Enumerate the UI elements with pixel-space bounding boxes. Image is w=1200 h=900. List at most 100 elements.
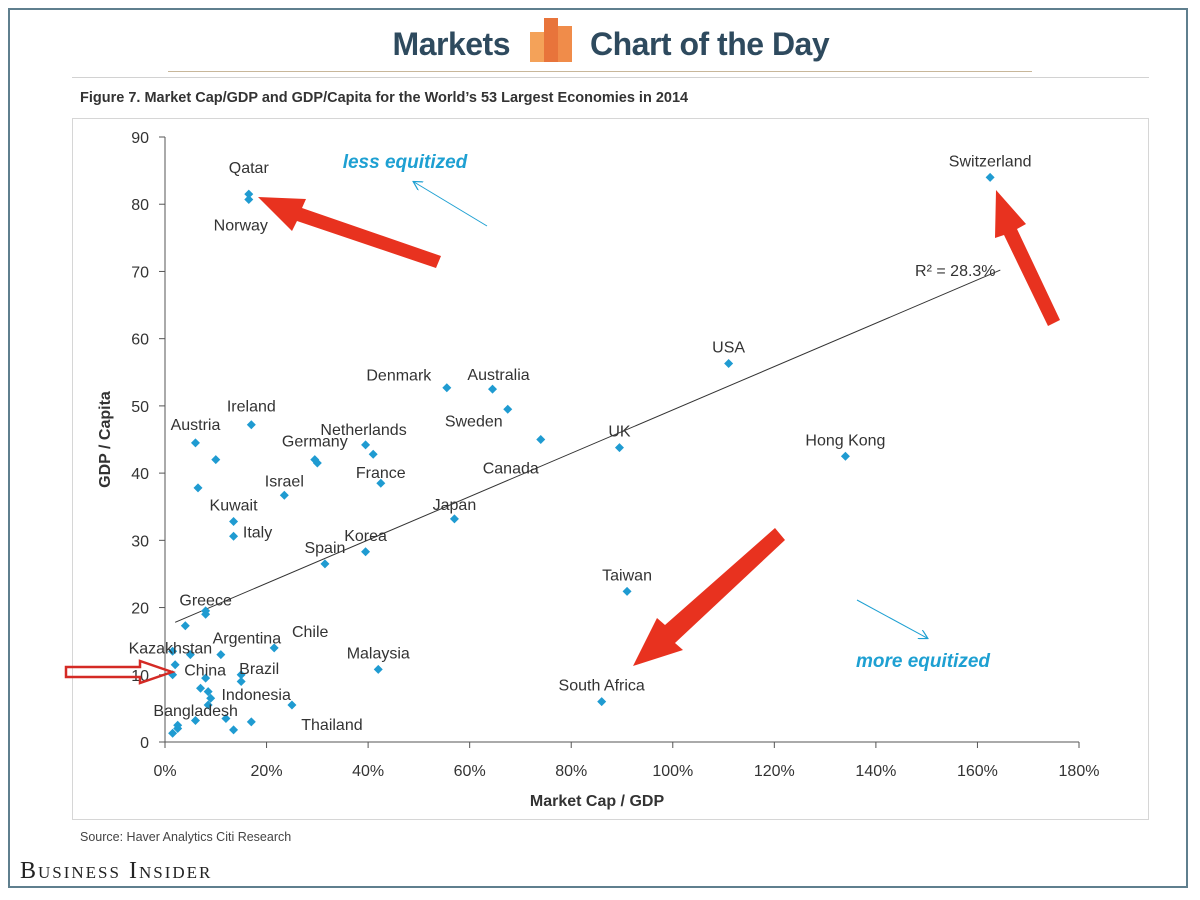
x-tick-label: 160% (957, 763, 998, 780)
y-tick-label: 40 (131, 466, 149, 483)
x-tick-label: 0% (153, 763, 176, 780)
red-arrow-switzerland-icon (995, 190, 1060, 326)
data-point-kuwait (229, 517, 239, 527)
data-point (201, 673, 211, 683)
data-point-austria (190, 438, 200, 448)
more-equitized-arrow (856, 599, 927, 638)
plot-box (72, 118, 1149, 820)
x-axis-title: Market Cap / GDP (530, 793, 665, 810)
data-point-chile (269, 643, 279, 653)
trend-layer: R² = 28.3% (174, 263, 1001, 623)
y-tick-label: 60 (131, 332, 149, 349)
data-point (190, 715, 200, 725)
point-label-denmark: Denmark (366, 368, 432, 385)
data-point-hong-kong (840, 451, 850, 461)
data-point (196, 683, 206, 693)
r-squared-label: R² = 28.3% (915, 263, 995, 280)
point-label-japan: Japan (433, 497, 477, 514)
trend-line (174, 269, 1001, 623)
red-arrow-south-africa-icon (633, 528, 785, 666)
data-point-sweden (503, 404, 513, 414)
data-point-thailand (287, 700, 297, 710)
data-point-australia (488, 384, 498, 394)
labels-layer: Qatar Norway Switzerland USA Denmark Australi… (129, 153, 1032, 734)
y-tick-label: 0 (140, 735, 149, 752)
y-tick-label: 80 (131, 197, 149, 214)
x-tick-label: 60% (454, 763, 486, 780)
data-point (229, 725, 239, 735)
point-label-thailand: Thailand (301, 717, 362, 734)
point-label-south-africa: South Africa (559, 678, 645, 695)
point-label-brazil: Brazil (239, 661, 279, 678)
x-tick-label: 180% (1059, 763, 1100, 780)
point-label-chile: Chile (292, 624, 329, 641)
point-label-germany: Germany (282, 434, 348, 451)
point-label-taiwan: Taiwan (602, 567, 652, 584)
data-point-israel (279, 490, 289, 500)
data-point-canada (536, 435, 546, 444)
data-point (168, 728, 178, 738)
x-tick-label: 80% (555, 763, 587, 780)
point-label-spain: Spain (304, 540, 345, 557)
x-tick-label: 20% (251, 763, 283, 780)
x-tick-label: 140% (855, 763, 896, 780)
data-point (221, 713, 231, 723)
point-label-norway: Norway (214, 218, 268, 235)
data-point (236, 677, 246, 686)
point-label-korea: Korea (344, 528, 387, 545)
data-point-italy (229, 531, 239, 541)
point-label-ireland: Ireland (227, 399, 276, 416)
y-tick-label: 20 (131, 601, 149, 618)
data-point (206, 693, 216, 703)
header-markets-text: Markets (392, 26, 511, 62)
less-equitized-arrow (414, 182, 488, 227)
data-point-france (376, 478, 386, 488)
data-point-korea (361, 547, 371, 557)
data-point (180, 621, 190, 631)
point-label-usa: USA (712, 340, 745, 357)
data-point-usa (724, 359, 734, 369)
x-tick-label: 120% (754, 763, 795, 780)
data-point (246, 717, 256, 727)
data-point (211, 455, 221, 465)
top-rule (72, 77, 1149, 78)
data-point-switzerland (985, 172, 995, 182)
data-point-norway (244, 195, 254, 205)
points-layer (168, 172, 995, 738)
y-tick-label: 70 (131, 264, 149, 281)
data-point-spain (320, 559, 330, 569)
data-point-japan (449, 514, 459, 524)
point-label-malaysia: Malaysia (347, 645, 410, 662)
less-equitized-annotation: less equitized (343, 152, 468, 173)
data-point-uk (614, 443, 624, 453)
point-label-france: France (356, 465, 406, 482)
header-rule (168, 71, 1032, 72)
point-label-qatar: Qatar (229, 160, 270, 177)
data-point-greece (201, 609, 211, 619)
data-point-germany (310, 455, 320, 465)
source-note: Source: Haver Analytics Citi Research (80, 830, 292, 844)
figure-title: Figure 7. Market Cap/GDP and GDP/Capita … (80, 90, 689, 106)
point-label-hong-kong: Hong Kong (805, 432, 885, 449)
bar-chart-logo-icon (530, 18, 572, 62)
data-point-argentina (216, 650, 226, 660)
data-point-bangladesh (173, 720, 183, 730)
y-axis-title: GDP / Capita (97, 391, 114, 488)
header: Markets Chart of the Day (0, 18, 1200, 68)
data-point-malaysia (373, 664, 383, 674)
point-label-australia: Australia (467, 367, 529, 384)
business-insider-logo: Business Insider (20, 858, 213, 884)
data-point-denmark (442, 383, 452, 393)
point-label-indonesia: Indonesia (221, 687, 290, 704)
point-label-greece: Greece (179, 592, 232, 609)
data-point (168, 646, 178, 656)
data-point-indonesia (203, 700, 213, 710)
axes-layer: 0% 20% 40% 60% 80% 100% 120% 140% 160% 180%010203… (97, 130, 1099, 810)
point-label-israel: Israel (265, 473, 304, 490)
data-point-brazil (236, 670, 246, 680)
point-label-argentina: Argentina (213, 631, 282, 648)
data-point-south-africa (597, 697, 607, 707)
point-label-bangladesh: Bangladesh (153, 703, 238, 720)
point-label-china: China (184, 663, 226, 680)
